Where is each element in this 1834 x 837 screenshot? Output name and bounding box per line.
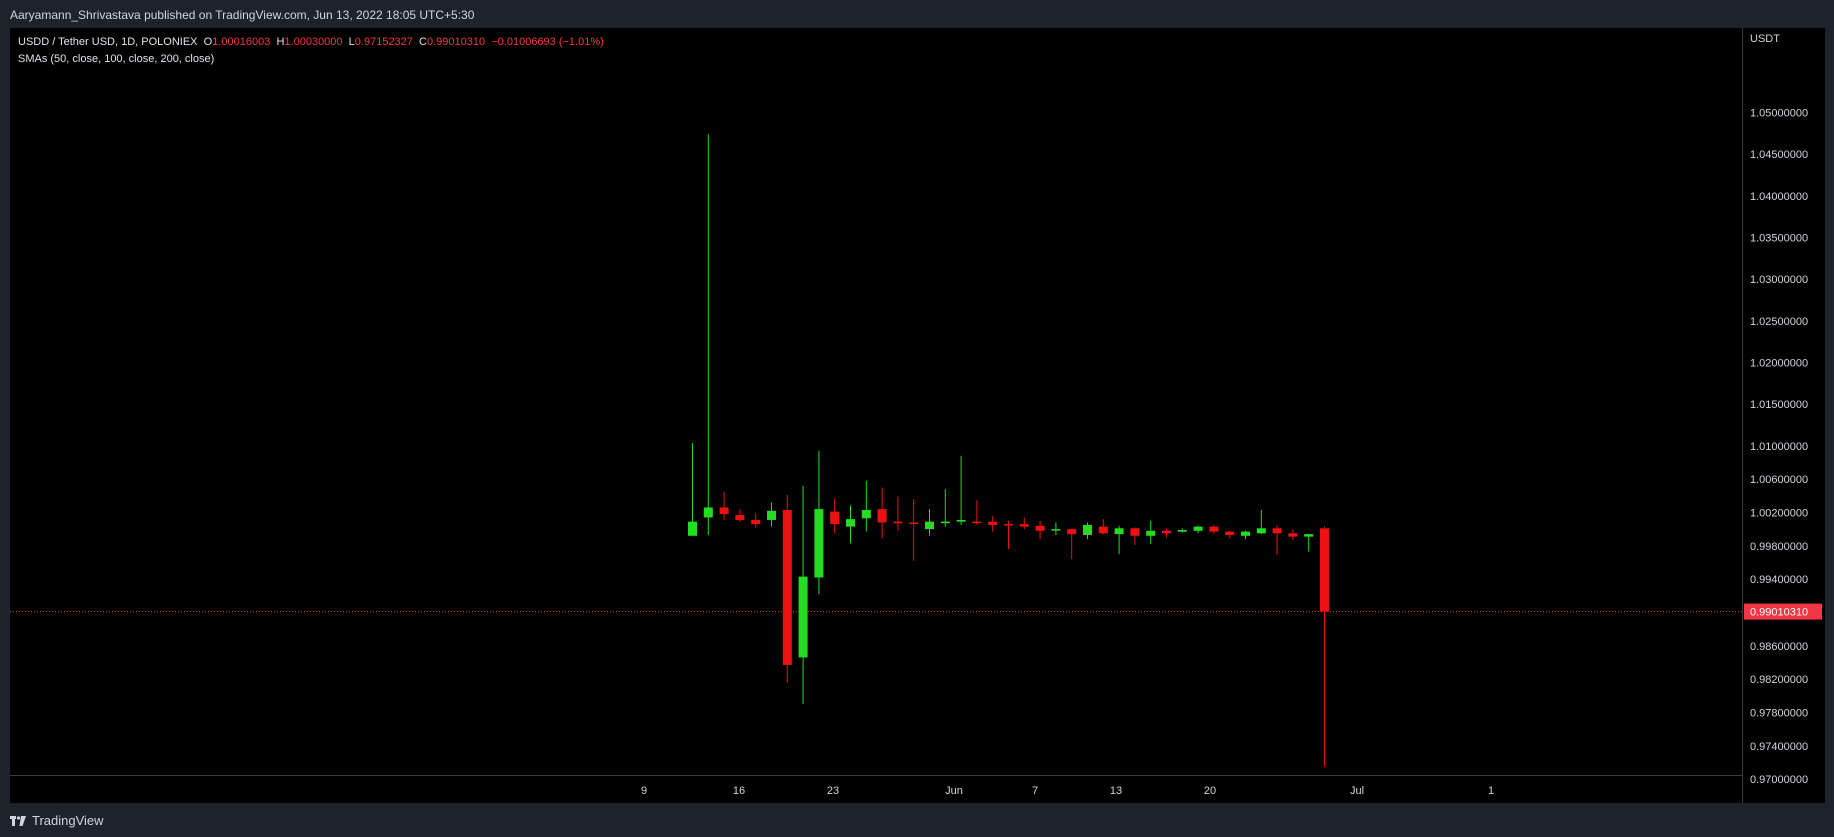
candle-body — [1051, 529, 1061, 531]
price-tick-label: 1.05000000 — [1750, 108, 1808, 120]
candle-body — [1256, 528, 1266, 534]
candle-body — [1162, 530, 1171, 534]
price-tick-label: 1.00200000 — [1750, 507, 1808, 519]
price-tick-label: 1.02000000 — [1750, 357, 1808, 369]
candle-body — [703, 507, 713, 518]
legend-open-label: O — [203, 36, 213, 48]
price-tick-label: 1.02500000 — [1750, 316, 1808, 328]
legend-symbol[interactable]: USDD / Tether USD, 1D, POLONIEX — [18, 36, 198, 48]
legend-open-value: 1.00016003 — [212, 36, 271, 48]
publish-header: Aaryamann_Shrivastava published on Tradi… — [0, 0, 1834, 28]
candle-body — [909, 522, 919, 525]
time-tick-label: 20 — [1204, 785, 1216, 797]
legend-low-label: L — [348, 36, 355, 48]
price-tick-label: 1.00600000 — [1750, 474, 1808, 486]
time-tick-label: 23 — [827, 785, 839, 797]
legend-ohlc-row: USDD / Tether USD, 1D, POLONIEX O1.00016… — [18, 34, 604, 51]
candle-body — [877, 509, 887, 523]
candle-body — [1320, 528, 1329, 612]
price-tick-label: 1.04000000 — [1750, 191, 1808, 203]
last-price-label: 0.99010310 — [1750, 607, 1808, 619]
candle-body — [893, 521, 903, 524]
time-tick-label: 1 — [1488, 785, 1494, 797]
price-tick-label: 0.99400000 — [1750, 574, 1808, 586]
candle-body — [956, 519, 966, 522]
candle-body — [1130, 528, 1140, 536]
candle-body — [1098, 526, 1108, 534]
candle-body — [1114, 528, 1124, 535]
time-tick-label: Jun — [945, 785, 963, 797]
candle-body — [735, 514, 745, 520]
legend-close-label: C — [419, 36, 427, 48]
price-tick-label: 0.97400000 — [1750, 741, 1808, 753]
candle-body — [1288, 533, 1298, 537]
tradingview-logo-icon — [10, 816, 26, 826]
candle-body — [688, 521, 697, 536]
chart-legend: USDD / Tether USD, 1D, POLONIEX O1.00016… — [18, 34, 604, 68]
price-tick-label: 1.01000000 — [1750, 441, 1808, 453]
candlestick-chart[interactable]: USDT 1.05000000 1.04500000 1.04000000 1.0350… — [10, 28, 1825, 803]
candle-body — [1019, 524, 1029, 527]
candle-body — [1225, 531, 1235, 535]
candle-body — [1146, 530, 1156, 536]
price-tick-label: 0.97800000 — [1750, 707, 1808, 719]
candle-body — [1035, 525, 1045, 531]
price-tick-label: 1.03500000 — [1750, 232, 1808, 244]
legend-close-value: 0.99010310 — [427, 36, 486, 48]
legend-low-value: 0.97152327 — [354, 36, 413, 48]
publish-info: Aaryamann_Shrivastava published on Tradi… — [10, 8, 475, 22]
candle-body — [1193, 526, 1203, 531]
price-tick-label: 0.97000000 — [1750, 774, 1808, 786]
candle-body — [719, 507, 729, 515]
candle-body — [1177, 529, 1187, 532]
last-price-tag — [1744, 603, 1822, 620]
candle-body — [1209, 526, 1219, 532]
candle-body — [972, 521, 982, 524]
candle-body — [798, 576, 808, 658]
time-tick-label: 9 — [641, 785, 647, 797]
price-tick-label: 0.98600000 — [1750, 641, 1808, 653]
candle-body — [988, 521, 998, 525]
candle-body — [830, 511, 840, 525]
candle-body — [940, 521, 950, 524]
time-tick-label: 7 — [1032, 785, 1038, 797]
candle-body — [1083, 524, 1092, 535]
time-tick-label: Jul — [1350, 785, 1364, 797]
candle-body — [767, 510, 776, 520]
legend-indicator[interactable]: SMAs (50, close, 100, close, 200, close) — [18, 53, 215, 65]
price-tick-label: 0.98200000 — [1750, 674, 1808, 686]
candle-body — [861, 509, 871, 519]
candle-body — [1067, 529, 1077, 535]
legend-high-value: 1.00030000 — [284, 36, 343, 48]
price-tick-label: 0.99800000 — [1750, 541, 1808, 553]
chart-area[interactable]: USDT 1.05000000 1.04500000 1.04000000 1.0350… — [10, 28, 1825, 803]
price-tick-label: 1.01500000 — [1750, 399, 1808, 411]
footer: TradingView — [0, 803, 1834, 837]
footer-brand: TradingView — [32, 813, 104, 828]
candle-body — [1241, 531, 1250, 536]
time-tick-label: 16 — [733, 785, 745, 797]
candle-body — [814, 509, 824, 578]
currency-label: USDT — [1750, 33, 1780, 45]
candle-body — [1304, 534, 1314, 537]
candle-body — [1272, 528, 1282, 534]
candle-body — [846, 519, 855, 527]
candle-body — [925, 521, 934, 530]
time-tick-label: 13 — [1110, 785, 1122, 797]
price-tick-label: 1.04500000 — [1750, 149, 1808, 161]
candle-body — [1004, 524, 1013, 526]
price-tick-label: 1.03000000 — [1750, 274, 1808, 286]
candle-body — [751, 519, 761, 525]
legend-change: −0.01006693 (−1.01%) — [491, 36, 604, 48]
legend-high-label: H — [276, 36, 285, 48]
candle-body — [782, 509, 792, 665]
